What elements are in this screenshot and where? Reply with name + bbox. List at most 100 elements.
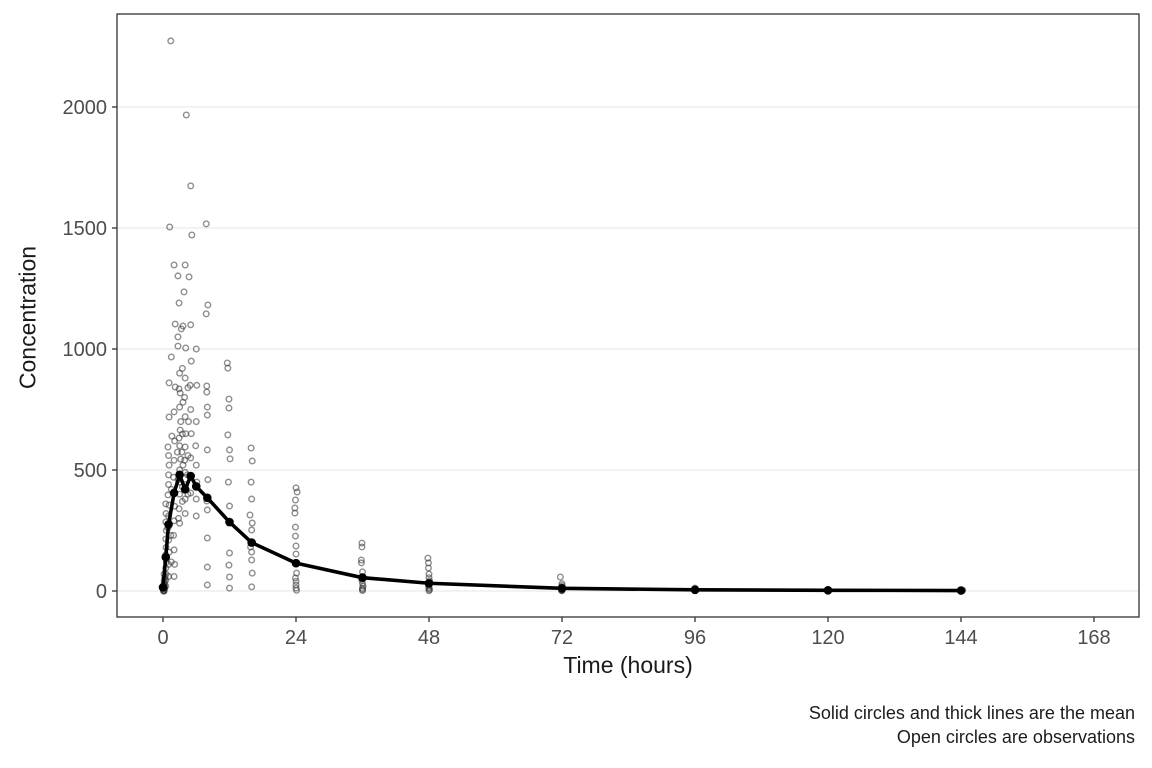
observation-point xyxy=(248,583,256,591)
observation-point xyxy=(203,388,211,396)
observation-point xyxy=(192,418,200,426)
observation-point xyxy=(181,261,189,269)
observation-point xyxy=(170,531,178,539)
observation-point xyxy=(203,411,211,419)
observation-point xyxy=(424,554,432,562)
observation-point xyxy=(182,344,190,352)
observation-point xyxy=(556,573,564,581)
observation-point xyxy=(248,519,256,527)
observation-point xyxy=(248,569,256,577)
observation-point xyxy=(291,574,299,582)
observation-point xyxy=(187,454,195,462)
observation-point xyxy=(291,509,299,517)
observation-point xyxy=(225,573,233,581)
y-axis-title: Concentration xyxy=(14,245,41,390)
x-tick-label: 48 xyxy=(418,627,440,649)
observation-point xyxy=(165,451,173,459)
observation-point xyxy=(170,408,178,416)
mean-point xyxy=(191,482,201,491)
observation-point xyxy=(225,584,233,592)
y-tick-label: 1500 xyxy=(63,218,108,240)
observation-point xyxy=(165,461,173,469)
observation-point xyxy=(175,299,183,307)
observation-point xyxy=(170,456,178,464)
mean-point xyxy=(424,578,434,588)
mean-point xyxy=(161,552,171,562)
observation-point xyxy=(187,430,195,438)
y-tick-label: 500 xyxy=(74,460,107,482)
observation-point xyxy=(174,342,182,350)
mean-point xyxy=(956,586,966,595)
caption-line-mean: Solid circles and thick lines are the me… xyxy=(808,703,1135,723)
mean-point xyxy=(158,583,168,592)
mean-point xyxy=(203,493,212,503)
observation-point xyxy=(177,418,185,426)
x-tick-label: 168 xyxy=(1077,627,1110,649)
observation-point xyxy=(170,572,178,580)
observation-point xyxy=(225,395,233,403)
observation-point xyxy=(171,560,179,568)
observation-point xyxy=(291,496,299,504)
observation-point xyxy=(357,559,365,567)
observation-point xyxy=(291,532,299,540)
observation-point xyxy=(358,543,366,551)
x-tick-label: 0 xyxy=(157,627,168,649)
observation-point xyxy=(246,511,254,519)
observation-point xyxy=(292,550,300,558)
observation-point xyxy=(224,364,232,372)
observation-point xyxy=(204,301,212,309)
observation-point xyxy=(224,478,232,486)
observation-point xyxy=(202,220,210,228)
plot-caption: Solid circles and thick lines are the me… xyxy=(809,701,1135,749)
observation-point xyxy=(192,495,200,503)
observation-point xyxy=(174,333,182,341)
observation-point xyxy=(167,37,175,45)
observation-point xyxy=(203,382,211,390)
observation-point xyxy=(248,457,256,465)
observation-point xyxy=(166,223,174,231)
mean-point xyxy=(823,585,833,595)
observation-point xyxy=(177,455,185,463)
y-tick-label: 1000 xyxy=(63,339,108,361)
observation-point xyxy=(170,261,178,269)
observation-point xyxy=(225,502,233,510)
observation-point xyxy=(293,488,301,496)
x-tick-label: 96 xyxy=(684,627,706,649)
observation-point xyxy=(224,431,232,439)
observation-point xyxy=(187,182,195,190)
y-tick-label: 0 xyxy=(96,581,107,603)
observation-point xyxy=(167,353,175,361)
observation-point xyxy=(175,505,183,513)
observation-point xyxy=(181,393,189,401)
observation-point xyxy=(173,448,181,456)
observation-point xyxy=(292,542,300,550)
mean-point xyxy=(225,517,234,527)
x-tick-label: 120 xyxy=(811,627,844,649)
observation-point xyxy=(247,444,255,452)
observation-point xyxy=(225,549,233,557)
observation-point xyxy=(225,446,233,454)
observation-point xyxy=(248,556,256,564)
caption-line-observations: Open circles are observations xyxy=(896,727,1135,747)
observation-point xyxy=(176,389,184,397)
observation-point xyxy=(226,455,234,463)
mean-point xyxy=(557,584,567,593)
x-tick-label: 24 xyxy=(285,627,307,649)
observation-point xyxy=(175,434,183,442)
x-axis-title: Time (hours) xyxy=(563,652,693,678)
observation-point xyxy=(181,510,189,518)
observation-point xyxy=(165,379,173,387)
mean-point xyxy=(164,520,173,529)
observation-point xyxy=(178,448,186,456)
observation-point xyxy=(179,322,187,330)
observation-point xyxy=(162,500,170,508)
mean-point xyxy=(186,471,196,481)
observation-point xyxy=(203,534,211,542)
observation-point xyxy=(164,443,172,451)
mean-point xyxy=(175,470,184,480)
observation-point xyxy=(292,484,300,492)
observation-point xyxy=(202,310,210,318)
observation-point xyxy=(192,461,200,469)
